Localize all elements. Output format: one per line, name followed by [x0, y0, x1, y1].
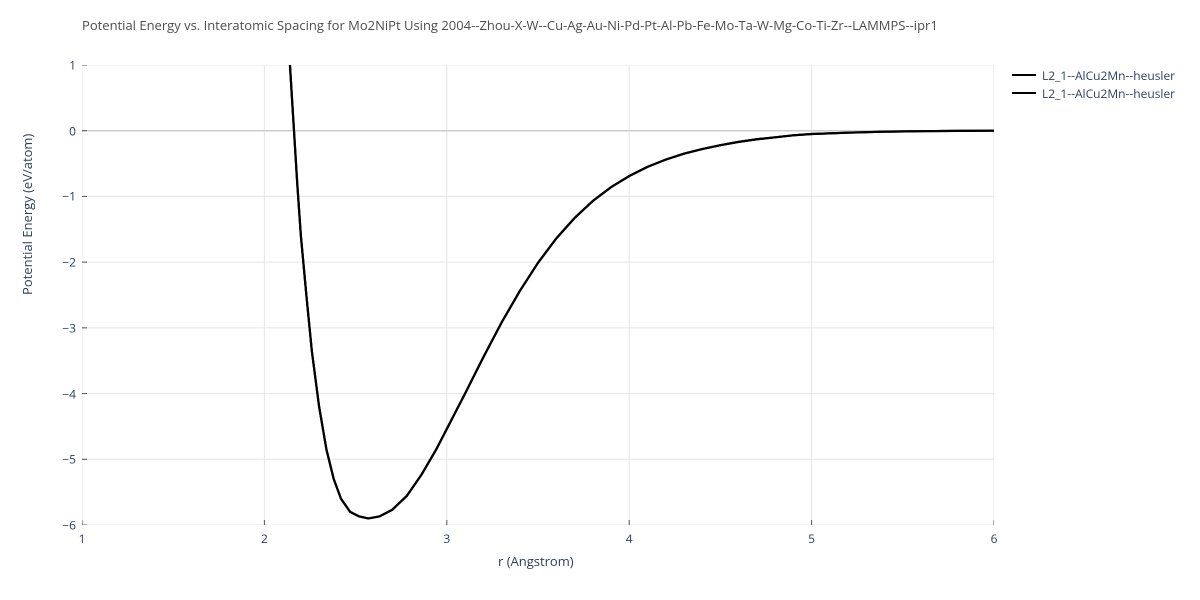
chart-container: Potential Energy vs. Interatomic Spacing… [0, 0, 1200, 600]
y-axis-label: Potential Energy (eV/atom) [18, 134, 36, 295]
legend-item-1[interactable]: L2_1--AlCu2Mn--heusler [1012, 84, 1175, 102]
y-tick-label: −2 [36, 254, 76, 271]
x-tick-label: 4 [626, 530, 633, 547]
chart-svg [82, 65, 994, 525]
legend-label: L2_1--AlCu2Mn--heusler [1042, 85, 1175, 102]
series-line-0[interactable] [290, 65, 994, 518]
x-tick-label: 6 [991, 530, 998, 547]
x-tick-label: 1 [79, 530, 86, 547]
plot-area[interactable] [82, 65, 994, 525]
y-tick-label: −6 [36, 517, 76, 534]
y-tick-label: −4 [36, 385, 76, 402]
y-tick-label: −3 [36, 319, 76, 336]
x-tick-label: 3 [443, 530, 450, 547]
x-tick-label: 2 [261, 530, 268, 547]
legend-swatch [1012, 74, 1036, 76]
y-tick-label: −5 [36, 451, 76, 468]
series-line-1[interactable] [290, 65, 994, 518]
legend: L2_1--AlCu2Mn--heuslerL2_1--AlCu2Mn--heu… [1012, 66, 1175, 102]
legend-swatch [1012, 92, 1036, 94]
legend-label: L2_1--AlCu2Mn--heusler [1042, 67, 1175, 84]
y-tick-label: 1 [36, 57, 76, 74]
x-axis-label: r (Angstrom) [498, 552, 574, 570]
y-tick-label: −1 [36, 188, 76, 205]
y-tick-label: 0 [36, 122, 76, 139]
x-tick-label: 5 [808, 530, 815, 547]
legend-item-0[interactable]: L2_1--AlCu2Mn--heusler [1012, 66, 1175, 84]
chart-title: Potential Energy vs. Interatomic Spacing… [82, 16, 938, 34]
